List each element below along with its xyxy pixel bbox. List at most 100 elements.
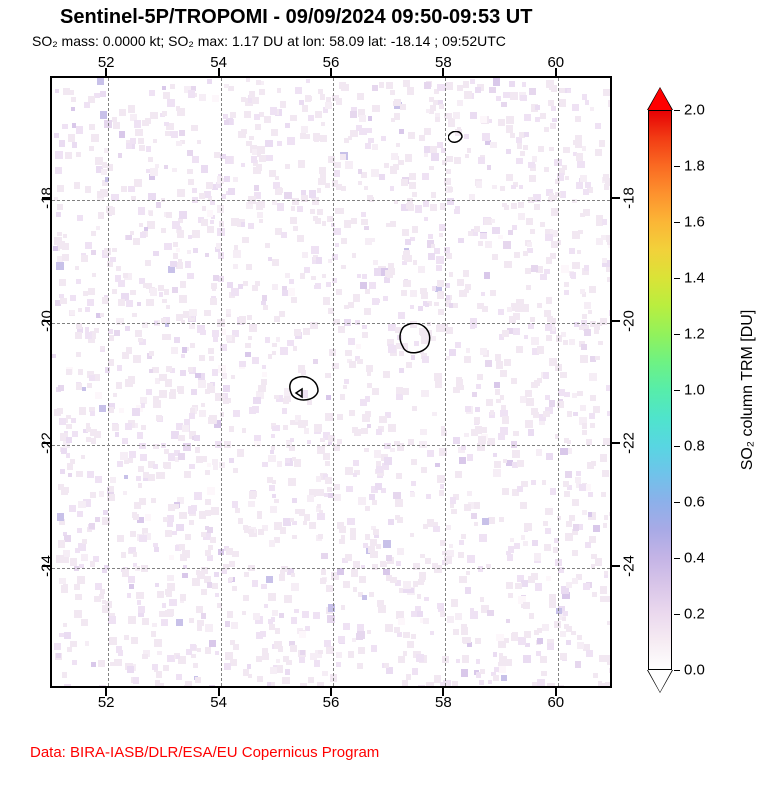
speckle-pixel xyxy=(128,458,133,463)
speckle-pixel xyxy=(290,115,296,121)
speckle-pixel xyxy=(162,111,167,116)
speckle-pixel xyxy=(198,380,205,387)
speckle-pixel xyxy=(150,112,157,119)
speckle-pixel xyxy=(316,257,323,264)
speckle-pixel xyxy=(506,619,510,623)
speckle-pixel xyxy=(201,219,208,226)
speckle-pixel xyxy=(89,124,95,130)
speckle-pixel xyxy=(282,677,290,685)
speckle-pixel xyxy=(169,599,177,607)
speckle-pixel xyxy=(532,682,537,686)
speckle-pixel xyxy=(517,143,523,149)
speckle-pixel xyxy=(77,215,83,221)
speckle-pixel xyxy=(283,656,289,662)
speckle-pixel xyxy=(388,424,396,432)
speckle-pixel xyxy=(269,540,276,547)
speckle-pixel xyxy=(245,343,250,348)
speckle-pixel xyxy=(201,532,205,536)
speckle-pixel xyxy=(91,662,97,668)
speckle-pixel xyxy=(205,253,210,258)
speckle-pixel xyxy=(140,454,147,461)
speckle-pixel xyxy=(467,148,472,153)
speckle-pixel xyxy=(208,545,213,550)
speckle-pixel xyxy=(464,134,469,139)
speckle-pixel xyxy=(56,653,61,658)
speckle-pixel xyxy=(346,486,353,493)
speckle-pixel xyxy=(68,134,75,141)
speckle-pixel xyxy=(402,255,407,260)
speckle-pixel xyxy=(290,645,297,652)
speckle-pixel xyxy=(453,112,460,119)
speckle-pixel xyxy=(430,105,437,112)
speckle-pixel xyxy=(336,652,342,658)
speckle-pixel xyxy=(153,251,159,257)
speckle-pixel xyxy=(300,650,305,655)
speckle-pixel xyxy=(452,681,457,686)
speckle-pixel xyxy=(421,467,427,473)
xtick-mark xyxy=(330,688,332,696)
speckle-pixel xyxy=(292,535,296,539)
speckle-pixel xyxy=(253,167,261,175)
speckle-pixel xyxy=(359,576,366,583)
speckle-pixel xyxy=(177,230,185,238)
speckle-pixel xyxy=(261,584,266,589)
speckle-pixel xyxy=(74,584,80,590)
speckle-pixel xyxy=(262,648,268,654)
speckle-pixel xyxy=(291,206,296,211)
colorbar-tick xyxy=(674,278,680,279)
speckle-pixel xyxy=(110,477,116,483)
speckle-pixel xyxy=(372,85,378,91)
speckle-pixel xyxy=(609,512,610,516)
speckle-pixel xyxy=(135,129,142,136)
speckle-pixel xyxy=(185,261,191,267)
speckle-pixel xyxy=(586,650,593,657)
speckle-pixel xyxy=(572,578,578,584)
speckle-pixel xyxy=(607,277,610,282)
speckle-pixel xyxy=(491,219,495,223)
speckle-pixel xyxy=(501,675,507,681)
grid-vertical xyxy=(445,78,446,686)
speckle-pixel xyxy=(138,606,145,613)
speckle-pixel xyxy=(432,412,437,417)
speckle-pixel xyxy=(585,182,591,188)
speckle-pixel xyxy=(358,169,362,173)
speckle-pixel xyxy=(348,651,354,657)
speckle-pixel xyxy=(476,181,483,188)
speckle-pixel xyxy=(139,535,147,543)
speckle-pixel xyxy=(164,243,171,250)
speckle-pixel xyxy=(320,578,326,584)
speckle-pixel xyxy=(56,212,61,217)
speckle-pixel xyxy=(215,393,223,401)
speckle-pixel xyxy=(176,655,181,660)
speckle-pixel xyxy=(396,143,400,147)
speckle-pixel xyxy=(418,685,425,686)
speckle-pixel xyxy=(534,204,540,210)
speckle-pixel xyxy=(76,152,81,157)
speckle-pixel xyxy=(182,347,188,353)
speckle-pixel xyxy=(77,576,84,583)
speckle-pixel xyxy=(531,573,538,580)
speckle-pixel xyxy=(500,186,506,192)
speckle-pixel xyxy=(272,610,277,615)
speckle-pixel xyxy=(126,143,132,149)
speckle-pixel xyxy=(458,552,464,558)
speckle-pixel xyxy=(591,461,596,466)
speckle-pixel xyxy=(271,446,275,450)
speckle-pixel xyxy=(162,334,167,339)
colorbar-tick xyxy=(674,390,680,391)
colorbar-tick xyxy=(674,614,680,615)
speckle-pixel xyxy=(374,450,381,457)
speckle-pixel xyxy=(261,301,266,306)
speckle-pixel xyxy=(437,475,445,483)
speckle-pixel xyxy=(208,348,214,354)
speckle-pixel xyxy=(426,682,434,686)
speckle-pixel xyxy=(349,410,355,416)
speckle-pixel xyxy=(384,663,389,668)
speckle-pixel xyxy=(549,85,554,90)
speckle-pixel xyxy=(376,461,380,465)
speckle-pixel xyxy=(544,544,551,551)
speckle-pixel xyxy=(351,218,356,223)
speckle-pixel xyxy=(193,663,197,667)
speckle-pixel xyxy=(453,629,459,635)
speckle-pixel xyxy=(593,525,600,532)
